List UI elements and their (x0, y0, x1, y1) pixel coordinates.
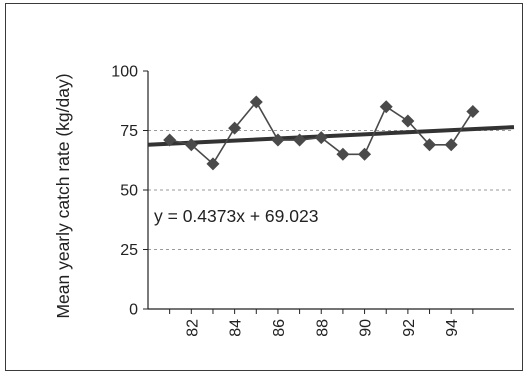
data-point-90 (358, 147, 372, 161)
data-point-95 (466, 104, 480, 118)
data-point-84 (228, 121, 242, 135)
x-tick-label-82: 82 (184, 319, 201, 337)
data-point-83 (206, 157, 220, 171)
x-tick-label-84: 84 (228, 319, 245, 337)
gridlines (148, 130, 514, 250)
x-tick-label-86: 86 (271, 319, 288, 337)
y-tick-label-50: 50 (120, 183, 138, 200)
trendline-group (147, 125, 515, 147)
y-tick-label-0: 0 (129, 302, 138, 319)
chart-frame: 0 25 50 75 100 82 84 86 88 90 92 94 y = 0.4373x + … (5, 3, 523, 371)
data-point-89 (336, 147, 350, 161)
trendline-equation: y = 0.4373x + 69.023 (154, 206, 318, 226)
data-point-85 (249, 95, 263, 109)
data-point-91 (379, 100, 393, 114)
x-axis-ticks: 82 84 86 88 90 92 94 (169, 309, 474, 337)
y-axis-ticks: 0 25 50 75 100 (111, 64, 148, 319)
x-tick-label-88: 88 (314, 319, 331, 337)
x-tick-label-92: 92 (401, 319, 418, 337)
data-point-82 (184, 138, 198, 152)
data-point-92 (401, 114, 415, 128)
data-point-86 (271, 133, 285, 147)
y-tick-label-25: 25 (120, 242, 138, 259)
data-point-87 (293, 133, 307, 147)
x-tick-label-94: 94 (444, 319, 461, 337)
x-tick-label-90: 90 (358, 319, 375, 337)
data-point-88 (314, 131, 328, 145)
chart: 0 25 50 75 100 82 84 86 88 90 92 94 y = 0.4373x + … (53, 64, 515, 337)
data-point-93 (423, 138, 437, 152)
series-group (163, 95, 480, 171)
y-axis-label: Mean yearly catch rate (kg/day) (53, 73, 73, 318)
y-tick-label-75: 75 (120, 123, 138, 140)
data-point-81 (163, 133, 177, 147)
data-point-94 (444, 138, 458, 152)
trendline (147, 125, 515, 147)
y-tick-label-100: 100 (111, 64, 138, 81)
